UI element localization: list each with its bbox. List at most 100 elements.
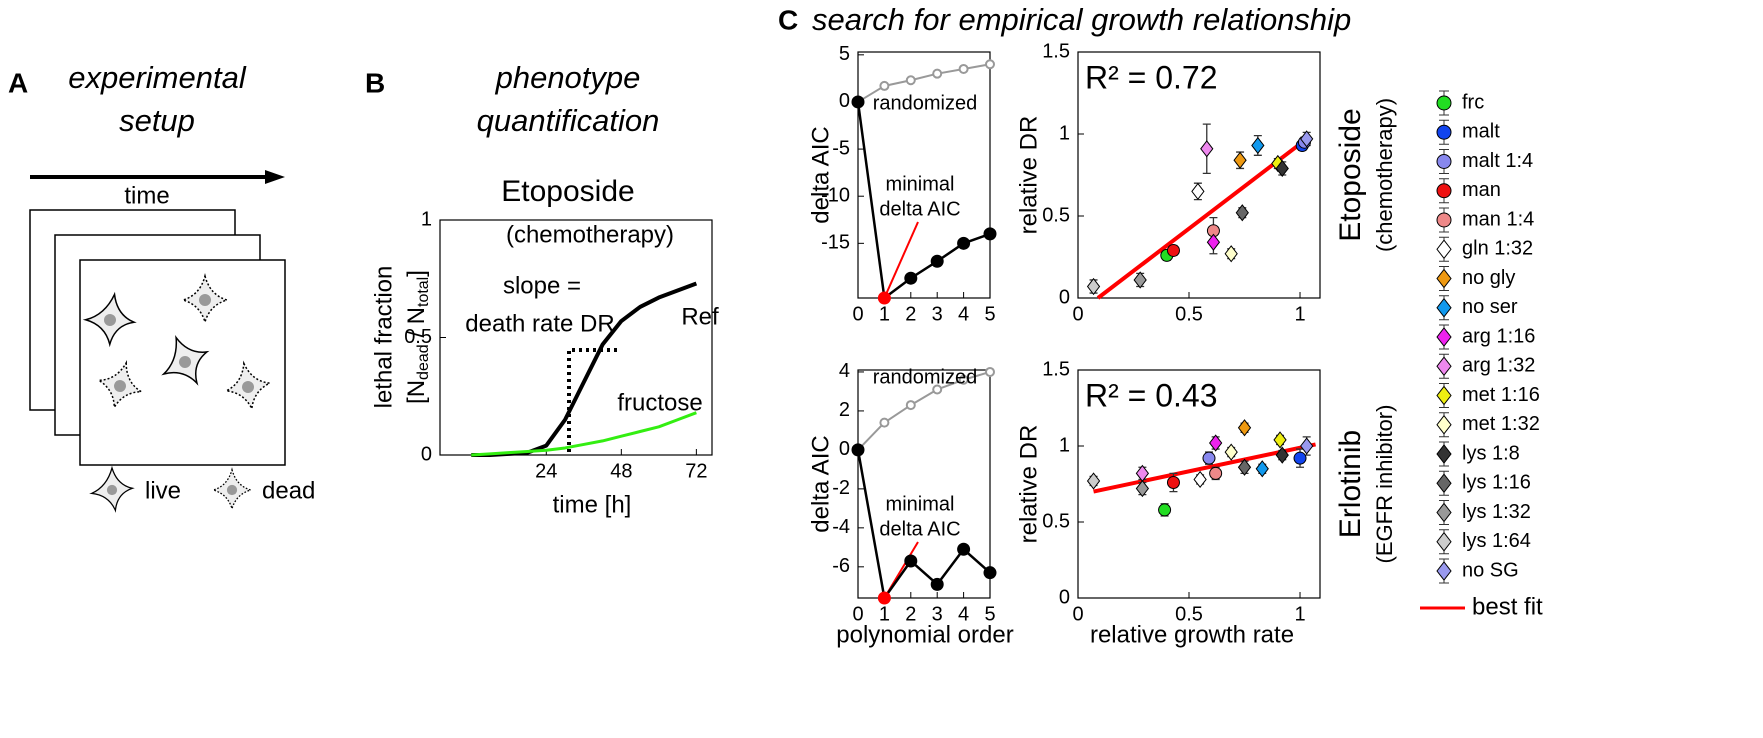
- panel-title: phenotype: [495, 60, 641, 95]
- x-axis-label: relative growth rate: [1090, 621, 1294, 648]
- point: [1209, 466, 1223, 480]
- point: [1191, 182, 1205, 201]
- x-tick-label: 1: [879, 303, 890, 325]
- legend-marker: [1436, 327, 1452, 347]
- point: [1273, 431, 1287, 449]
- x-axis-label: time [h]: [553, 491, 632, 518]
- x-tick-label: 0: [852, 603, 863, 625]
- x-tick-label: 2: [905, 303, 916, 325]
- legend-label: met 1:16: [1462, 384, 1540, 406]
- point: [905, 400, 916, 411]
- annotation: slope =: [503, 272, 581, 299]
- legend-marker: [1436, 385, 1452, 406]
- panel-title: experimental: [68, 60, 247, 95]
- x-tick-label: 4: [958, 303, 969, 325]
- legend-label: live: [145, 477, 181, 504]
- legend-label: lys 1:64: [1462, 530, 1531, 552]
- point: [930, 254, 944, 268]
- point: [1255, 460, 1269, 478]
- x-tick-label: 2: [905, 603, 916, 625]
- point: [957, 542, 971, 556]
- y-tick-label: 0.5: [1042, 510, 1070, 532]
- point: [983, 566, 997, 580]
- x-tick-label: 72: [685, 460, 707, 482]
- point: [1237, 419, 1252, 437]
- x-axis-label: polynomial order: [836, 621, 1013, 648]
- arrow-head: [265, 170, 285, 184]
- point: [1235, 204, 1249, 222]
- point: [1202, 451, 1216, 465]
- y-axis-label: delta AIC: [807, 126, 834, 223]
- point: [1133, 271, 1147, 289]
- point: [983, 227, 997, 241]
- legend-label: arg 1:32: [1462, 355, 1535, 377]
- y-tick-label: 5: [839, 43, 850, 65]
- annotation: delta AIC: [879, 198, 960, 220]
- point: [1158, 503, 1172, 517]
- y-tick-label: 0: [421, 443, 432, 465]
- legend-marker: [1436, 531, 1452, 552]
- point: [1233, 151, 1247, 169]
- panel-letter: B: [365, 67, 385, 98]
- x-tick-label: 5: [984, 303, 995, 325]
- point: [1086, 277, 1101, 296]
- point: [1275, 446, 1289, 464]
- legend-label: man 1:4: [1462, 208, 1534, 230]
- x-tick-label: 1: [1294, 603, 1305, 625]
- point: [879, 417, 890, 428]
- legend-marker: [1436, 124, 1452, 140]
- series-label: fructose: [617, 389, 702, 416]
- x-tick-label: 0: [1072, 303, 1083, 325]
- point: [1209, 434, 1223, 452]
- y-tick-label: 1.5: [1042, 358, 1070, 380]
- row-label: Etoposide: [1334, 108, 1367, 241]
- row-sublabel: (chemotherapy): [1372, 98, 1397, 252]
- y-tick-label: 1.5: [1042, 40, 1070, 62]
- legend-label: lys 1:8: [1462, 442, 1520, 464]
- fit-line: [1096, 137, 1308, 300]
- point: [904, 271, 918, 285]
- legend-label: met 1:32: [1462, 413, 1540, 435]
- y-tick-label: 0: [839, 90, 850, 112]
- point: [1293, 451, 1307, 465]
- plot-frame: [1077, 369, 1321, 599]
- y-axis-label: [Ndead / Ntotal]: [403, 270, 432, 404]
- series-label: Ref: [681, 303, 719, 330]
- y-tick-label: 1: [421, 208, 432, 230]
- point: [851, 443, 865, 457]
- legend-label: arg 1:16: [1462, 325, 1535, 347]
- y-tick-label: -2: [832, 477, 850, 499]
- annotation: R² = 0.72: [1085, 59, 1218, 95]
- point: [1251, 136, 1265, 155]
- y-tick-label: 1: [1059, 122, 1070, 144]
- legend-marker: [1436, 154, 1452, 169]
- y-tick-label: -10: [821, 184, 850, 206]
- legend-marker: [1436, 444, 1452, 464]
- legend-label: lys 1:16: [1462, 472, 1531, 494]
- y-tick-label: 0: [1059, 286, 1070, 308]
- point: [1224, 443, 1238, 461]
- point: [958, 63, 969, 74]
- plot-frame: [857, 51, 991, 299]
- legend-marker: [1436, 561, 1452, 581]
- x-tick-label: 1: [1294, 303, 1305, 325]
- panel-title: setup: [119, 103, 195, 138]
- y-tick-label: -4: [832, 516, 850, 538]
- point: [905, 75, 916, 86]
- panel-title: search for empirical growth relationship: [812, 2, 1351, 37]
- legend-marker: [1436, 356, 1452, 377]
- legend-label: gln 1:32: [1462, 238, 1533, 260]
- y-axis-label: relative DR: [1015, 116, 1042, 235]
- legend-marker: [1436, 183, 1452, 199]
- point: [879, 80, 890, 91]
- legend-label: no ser: [1462, 296, 1518, 318]
- legend-marker: [1436, 239, 1452, 260]
- x-tick-label: 1: [879, 603, 890, 625]
- point: [1166, 243, 1180, 257]
- legend-marker: [1436, 502, 1452, 523]
- x-tick-label: 48: [610, 460, 632, 482]
- y-tick-label: 0.5: [404, 326, 432, 348]
- y-tick-label: 0: [1059, 586, 1070, 608]
